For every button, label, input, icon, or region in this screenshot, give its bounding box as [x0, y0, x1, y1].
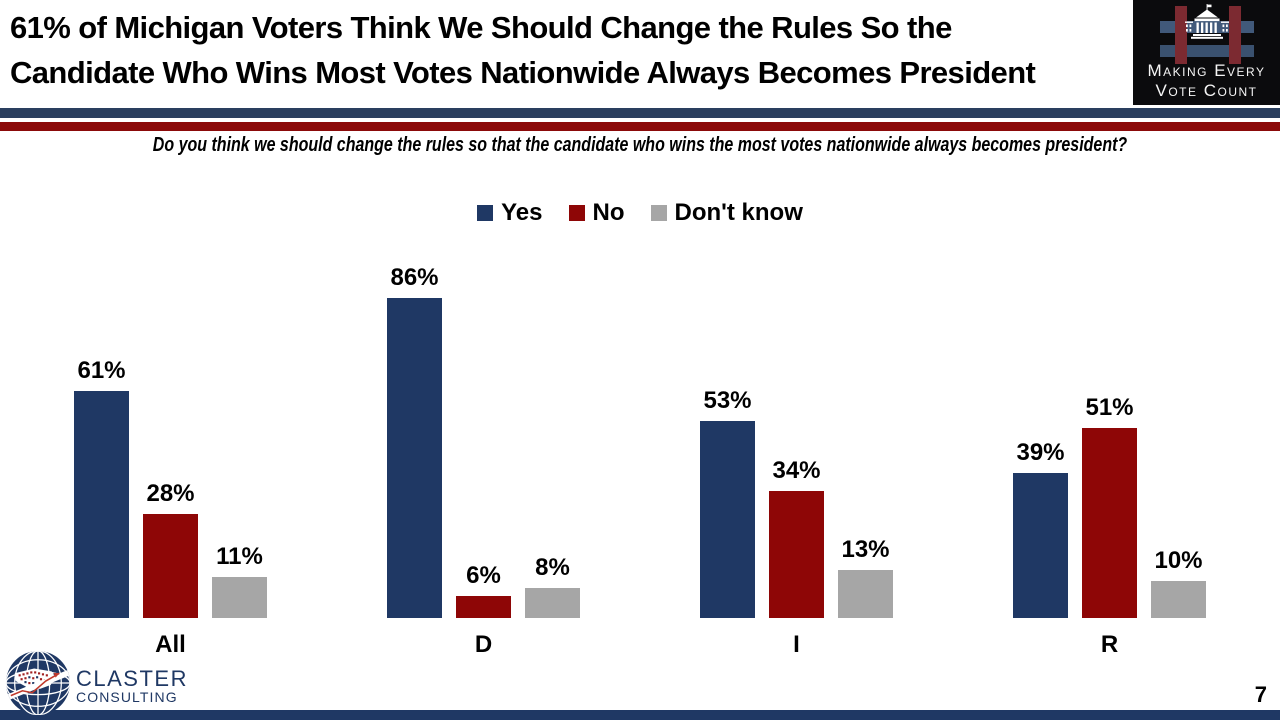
bar-group: 53% 34% 13% I — [700, 288, 893, 658]
claster-logo-subname: CONSULTING — [76, 689, 178, 705]
bar-value-label: 6% — [466, 562, 501, 589]
mevc-logo-line1: Making Every — [1147, 61, 1266, 80]
mevc-logo-text: Making Every Vote Count — [1133, 61, 1280, 101]
bar-chart: 61% 28% 11% All 86% 6% 8% D 53% 34% 13% I 39% 51% 10% R — [0, 264, 1280, 658]
bar-wrap: 28% — [143, 480, 198, 618]
title-line-1: 61% of Michigan Voters Think We Should C… — [10, 10, 952, 45]
bar-group: 61% 28% 11% All — [74, 288, 267, 658]
category-label: All — [155, 631, 186, 658]
bar-wrap: 10% — [1151, 547, 1206, 618]
bar-wrap: 39% — [1013, 439, 1068, 618]
bar-value-label: 13% — [841, 536, 890, 563]
mevc-logo: Making Every Vote Count — [1133, 0, 1280, 105]
bar-group: 86% 6% 8% D — [387, 264, 580, 658]
bar-wrap: 51% — [1082, 394, 1137, 618]
bar — [525, 588, 580, 618]
bar — [1013, 473, 1068, 618]
bar — [769, 491, 824, 618]
bar-value-label: 53% — [703, 387, 752, 414]
category-label: D — [474, 631, 493, 658]
bar-value-label: 86% — [390, 264, 439, 291]
bar — [74, 391, 129, 618]
title-line-2: Candidate Who Wins Most Votes Nationwide… — [10, 55, 1036, 90]
bar-wrap: 13% — [838, 536, 893, 618]
bar-wrap: 86% — [387, 264, 442, 618]
bar-value-label: 11% — [216, 543, 263, 570]
bar-group: 39% 51% 10% R — [1013, 288, 1206, 658]
bar — [387, 298, 442, 618]
bar-wrap: 8% — [525, 554, 580, 618]
survey-question: Do you think we should change the rules … — [152, 134, 1128, 156]
bar-value-label: 28% — [146, 480, 195, 507]
bar-value-label: 51% — [1085, 394, 1134, 421]
bar — [838, 570, 893, 618]
category-label: R — [1100, 631, 1119, 658]
bar — [700, 421, 755, 618]
legend-item: No — [568, 199, 625, 227]
bar-value-label: 61% — [77, 357, 126, 384]
bar — [1082, 428, 1137, 618]
legend-label: No — [592, 199, 625, 226]
divider-red — [0, 122, 1280, 131]
bar-value-label: 39% — [1016, 439, 1065, 466]
page-title: 61% of Michigan Voters Think We Should C… — [10, 5, 1130, 95]
bar-value-label: 10% — [1154, 547, 1203, 574]
bar-wrap: 6% — [456, 562, 511, 618]
legend-item: Don't know — [650, 199, 803, 227]
chart-legend: Yes No Don't know — [0, 199, 1280, 227]
bar-value-label: 8% — [535, 554, 570, 581]
claster-globe-icon — [5, 650, 71, 716]
legend-swatch — [568, 205, 585, 221]
legend-label: Don't know — [674, 199, 803, 226]
page-number: 7 — [1254, 682, 1267, 707]
bar-wrap: 53% — [700, 387, 755, 618]
claster-logo-name: CLASTER — [76, 666, 188, 691]
legend-swatch — [650, 205, 667, 221]
legend-swatch — [477, 205, 494, 221]
bar — [1151, 581, 1206, 618]
bar — [143, 514, 198, 618]
bar-wrap: 61% — [74, 357, 129, 618]
bottom-bar — [0, 710, 1280, 720]
bar — [212, 577, 267, 618]
claster-logo-text: CLASTER CONSULTING — [76, 667, 188, 705]
bar-value-label: 34% — [772, 457, 821, 484]
legend-label: Yes — [501, 199, 543, 226]
legend-item: Yes — [477, 199, 543, 227]
bar — [456, 596, 511, 618]
bar-wrap: 34% — [769, 457, 824, 618]
divider-blue — [0, 108, 1280, 118]
claster-logo: CLASTER CONSULTING — [5, 650, 188, 716]
bar-wrap: 11% — [212, 543, 267, 618]
mevc-logo-line2: Vote Count — [1155, 81, 1258, 100]
whitehouse-hashtag-icon — [1159, 4, 1254, 64]
category-label: I — [793, 631, 800, 658]
